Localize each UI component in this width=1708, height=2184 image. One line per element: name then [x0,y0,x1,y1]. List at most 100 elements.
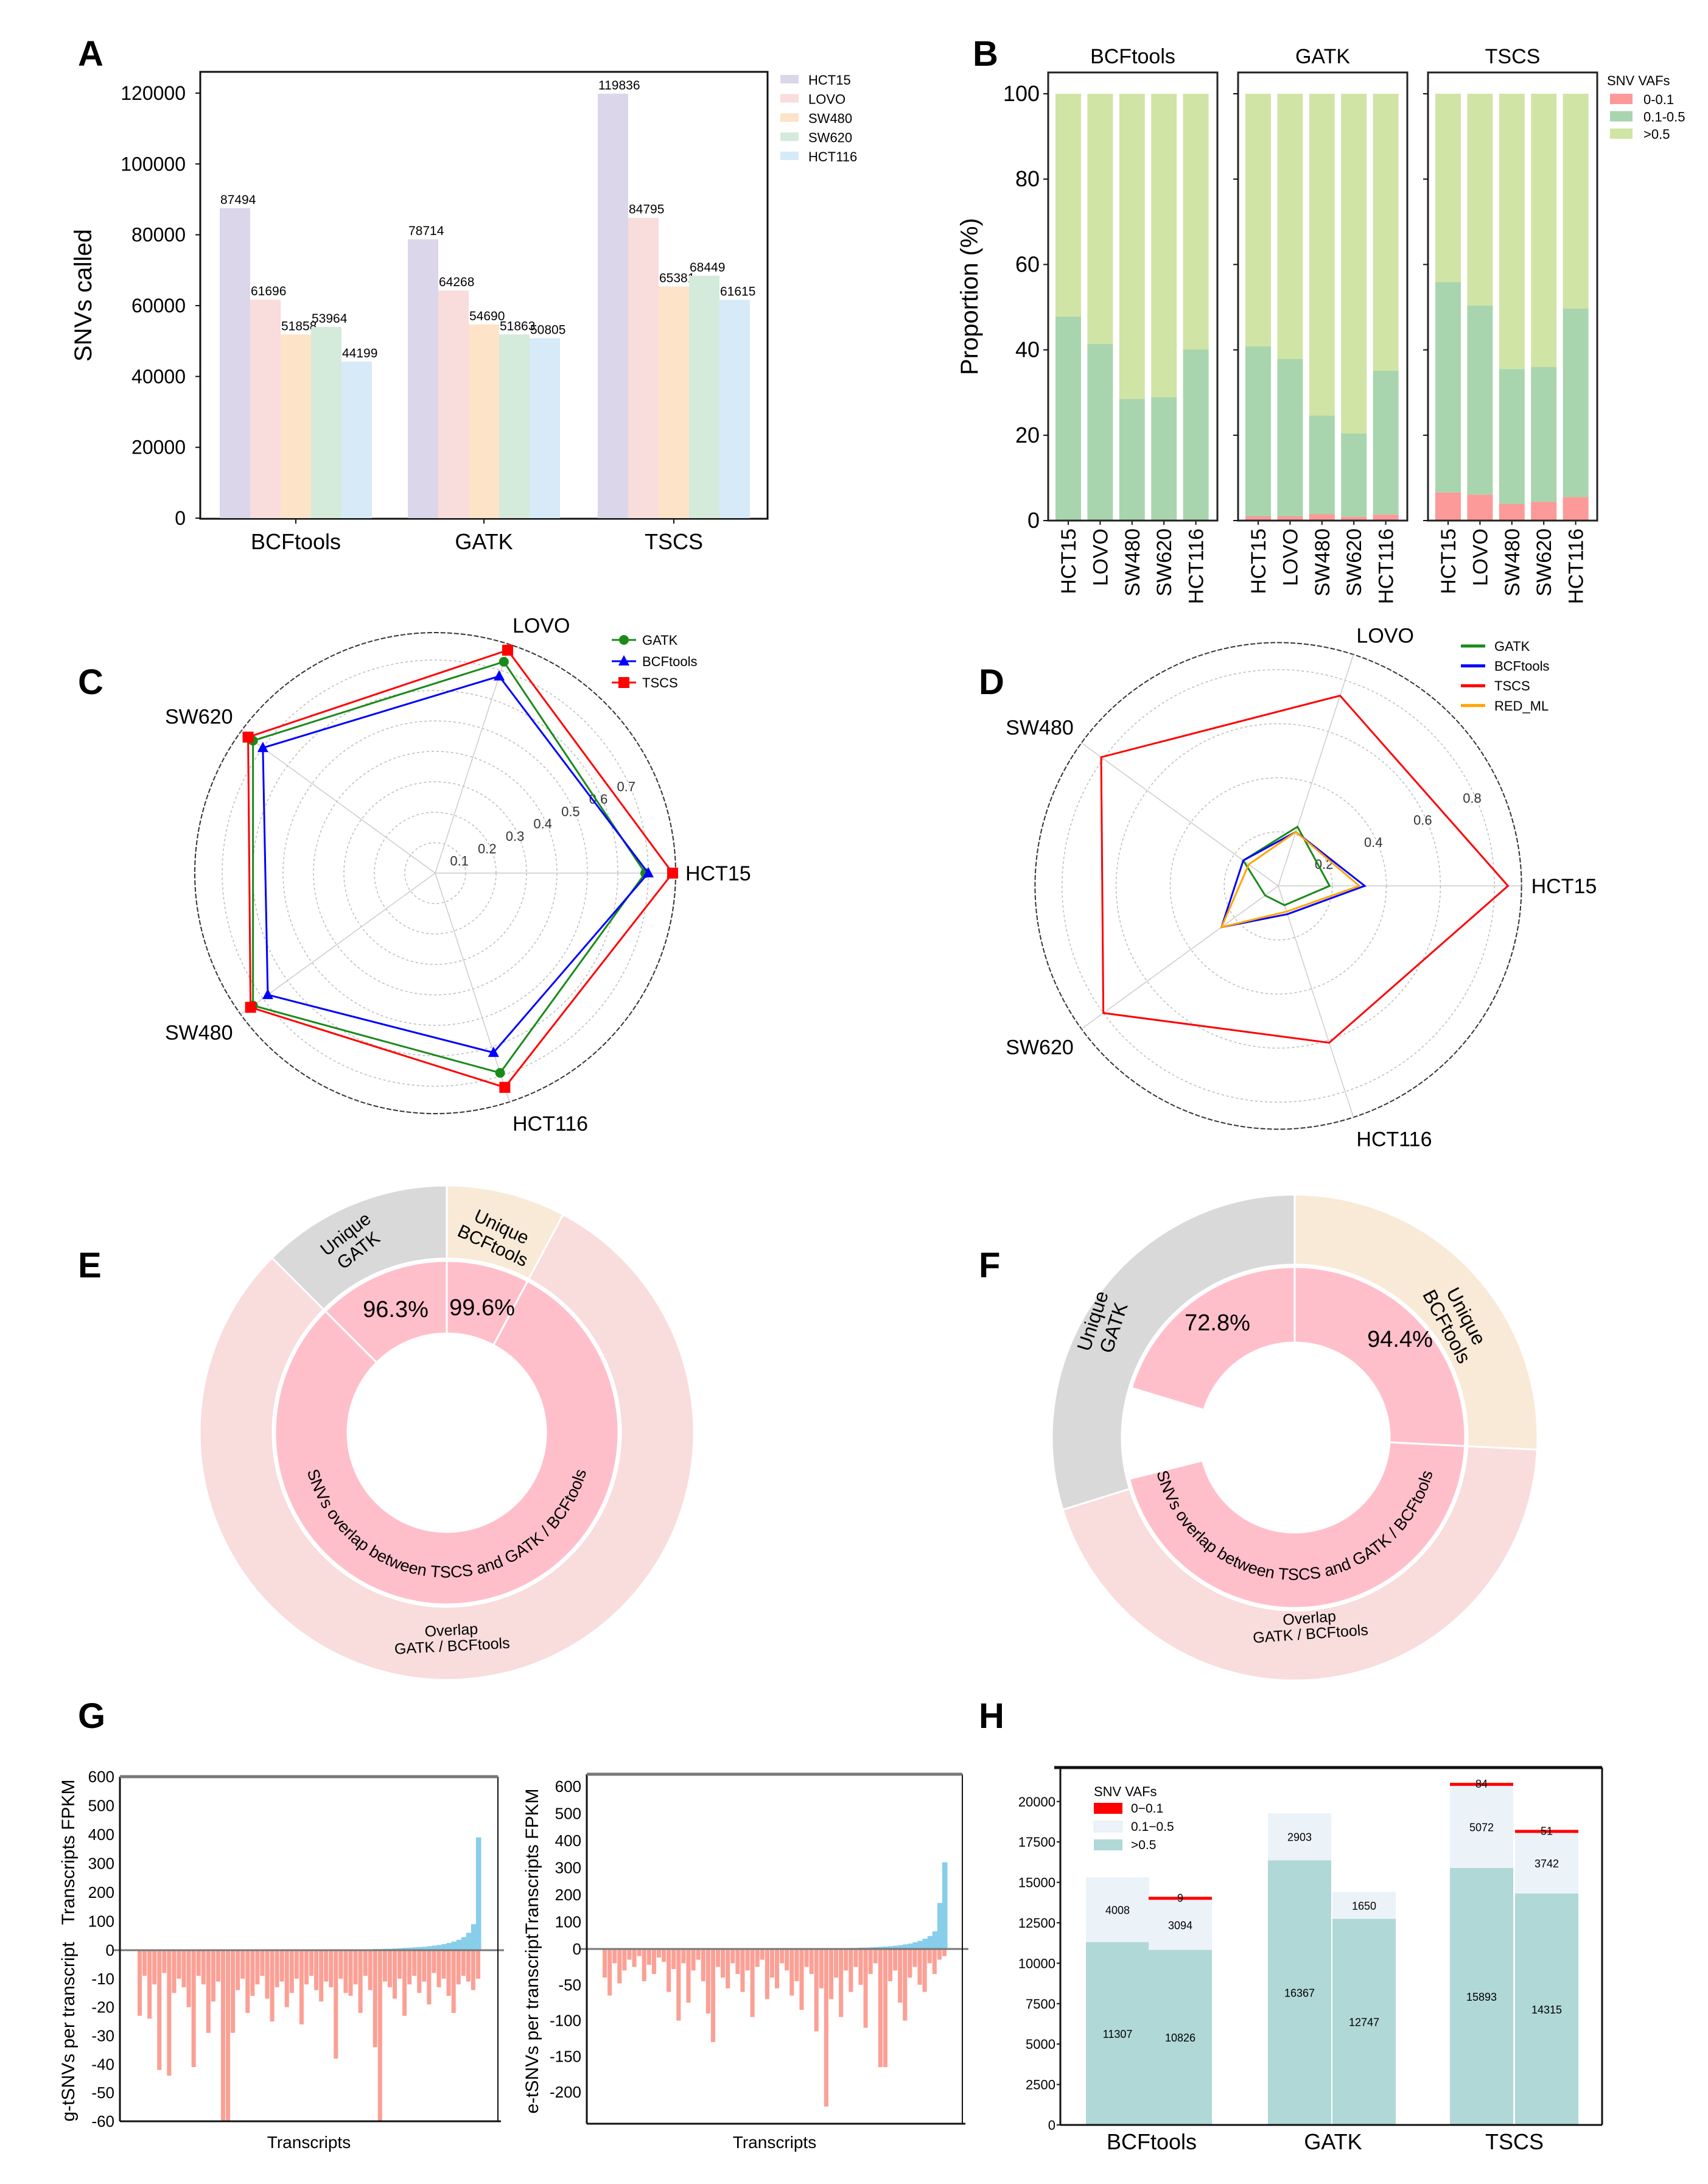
radial-tick-label: 0.5 [561,804,580,819]
data-point-GATK [499,656,509,667]
tsnv-bar [721,1949,726,1978]
series-line-RED_ML [1220,830,1362,929]
y-tick-label: 2500 [1026,2077,1055,2093]
panel-a-bar-chart: SNVs called 0 20000 40000 60000 80000 100000 1… [70,71,857,554]
panel-b-ylabel: Proportion (%) [956,218,983,375]
fpkm-bar [461,1937,467,1950]
x-tick-label: TSCS [645,529,703,554]
percentage-label: 99.6% [449,1295,515,1321]
bar-segment->0.5 [1435,94,1461,283]
bar-segment->0.5 [1515,1893,1578,2125]
fpkm-bar [873,1947,879,1949]
tsnv-bar [878,1949,883,2068]
bar-segment-0−0.1 [1515,1830,1578,1833]
tsnv-bar [937,1949,942,1960]
bar-value-label: 65381 [659,272,695,286]
segment-value-label: 11307 [1103,2028,1133,2040]
outer-segment [1051,1193,1296,1511]
legend-marker [618,677,629,688]
tsnv-bar [142,1950,147,1976]
x-tick-label: SW480 [1311,528,1334,597]
segment-value-label: 5072 [1469,1822,1494,1834]
tsnv-bar [250,1950,255,1996]
tsnv-bar [799,1949,804,2010]
tsnv-bar [868,1949,873,1975]
bar-HCT15-TSCS [598,93,628,518]
panel-label-d: D [979,662,1004,702]
tsnv-bar [240,1950,245,1979]
y-tick-label: 400 [88,1825,114,1844]
tsnv-bar [942,1949,947,1956]
legend-label: 0−0.1 [1131,1802,1163,1816]
segment-value-label: 16367 [1284,1987,1315,2000]
bar-segment->0.5 [1055,94,1081,317]
fpkm-bar [927,1936,933,1949]
spoke [1278,885,1354,1118]
tsnv-bar [475,1950,480,1979]
data-point-TSCS [667,868,678,879]
data-point-BCFtools [488,1046,499,1057]
y-tick-label: 100 [88,1912,114,1931]
bar-value-label: 51858 [281,319,317,333]
bar-segment-0-0.1 [1435,492,1461,521]
legend-swatch [780,152,799,160]
y-tick-label: 400 [555,1831,581,1850]
bar-segment-0.1-0.5 [1373,370,1399,515]
radial-tick-label: 0.1 [450,854,469,869]
bar-LOVO-GATK [438,290,469,518]
y-tick-label: 40000 [131,365,186,387]
data-point-GATK [495,1068,505,1078]
fpkm-bar [471,1924,477,1950]
x-tick-label: HCT116 [1565,528,1588,604]
tsnv-bar [651,1949,656,1975]
tsnv-bar [191,1950,196,2068]
tsnv-bar [726,1949,730,1989]
x-tick-label: LOVO [1279,528,1302,586]
legend-marker [618,655,629,665]
y-tick-label: -60 [91,2112,114,2130]
bar-segment-0.1-0.5 [1119,399,1145,521]
tsnv-bar [294,1950,299,1979]
y-tick-label: 60000 [131,295,186,317]
fpkm-bar [903,1944,908,1949]
tsnv-bar [446,1950,451,1996]
tsnv-bar [392,1950,397,1999]
tsnv-bar [363,1950,368,1976]
ylabel-top: Transcripts FPKM [522,1789,542,1934]
legend-swatch [780,75,799,83]
y-tick-label: -20 [91,1998,114,2017]
tsnv-bar [932,1949,937,1975]
y-tick-label: 20000 [1018,1794,1055,1810]
spoke [240,873,436,1015]
fpkm-bar [402,1948,408,1950]
segment-value-label: 15893 [1466,1991,1497,2003]
fpkm-bar [417,1947,422,1950]
legend-label: SW480 [808,111,852,126]
y-tick-label: 60 [1015,251,1040,276]
series-line-BCFtools [262,675,649,1054]
bar-segment->0.5 [1309,94,1335,416]
fpkm-bar [917,1940,923,1949]
tsnv-bar [265,1950,270,1999]
tsnv-bar [260,1950,265,1976]
bar-segment-0−0.1 [1149,1897,1212,1900]
facet-frame [1047,71,1219,522]
fpkm-bar [451,1941,457,1950]
tsnv-bar [377,1950,382,2121]
legend-swatch [1094,1803,1122,1814]
legend-label: GATK [642,633,678,648]
y-tick-label: 100 [555,1913,581,1931]
legend-label: SW620 [808,130,852,146]
tsnv-bar [461,1950,466,1976]
segment-value-label: 9 [1177,1892,1183,1904]
tsnv-bar [839,1949,844,2017]
tsnv-bar [206,1950,211,2033]
data-point-BCFtools [257,742,268,753]
tsnv-bar [172,1950,177,1993]
bar-segment->0.5 [1183,94,1209,349]
tsnv-bar [622,1949,627,1971]
y-tick-label: -200 [550,2083,581,2101]
bar-segment->0.5 [1151,94,1177,398]
facet-title: BCFtools [1090,45,1175,68]
